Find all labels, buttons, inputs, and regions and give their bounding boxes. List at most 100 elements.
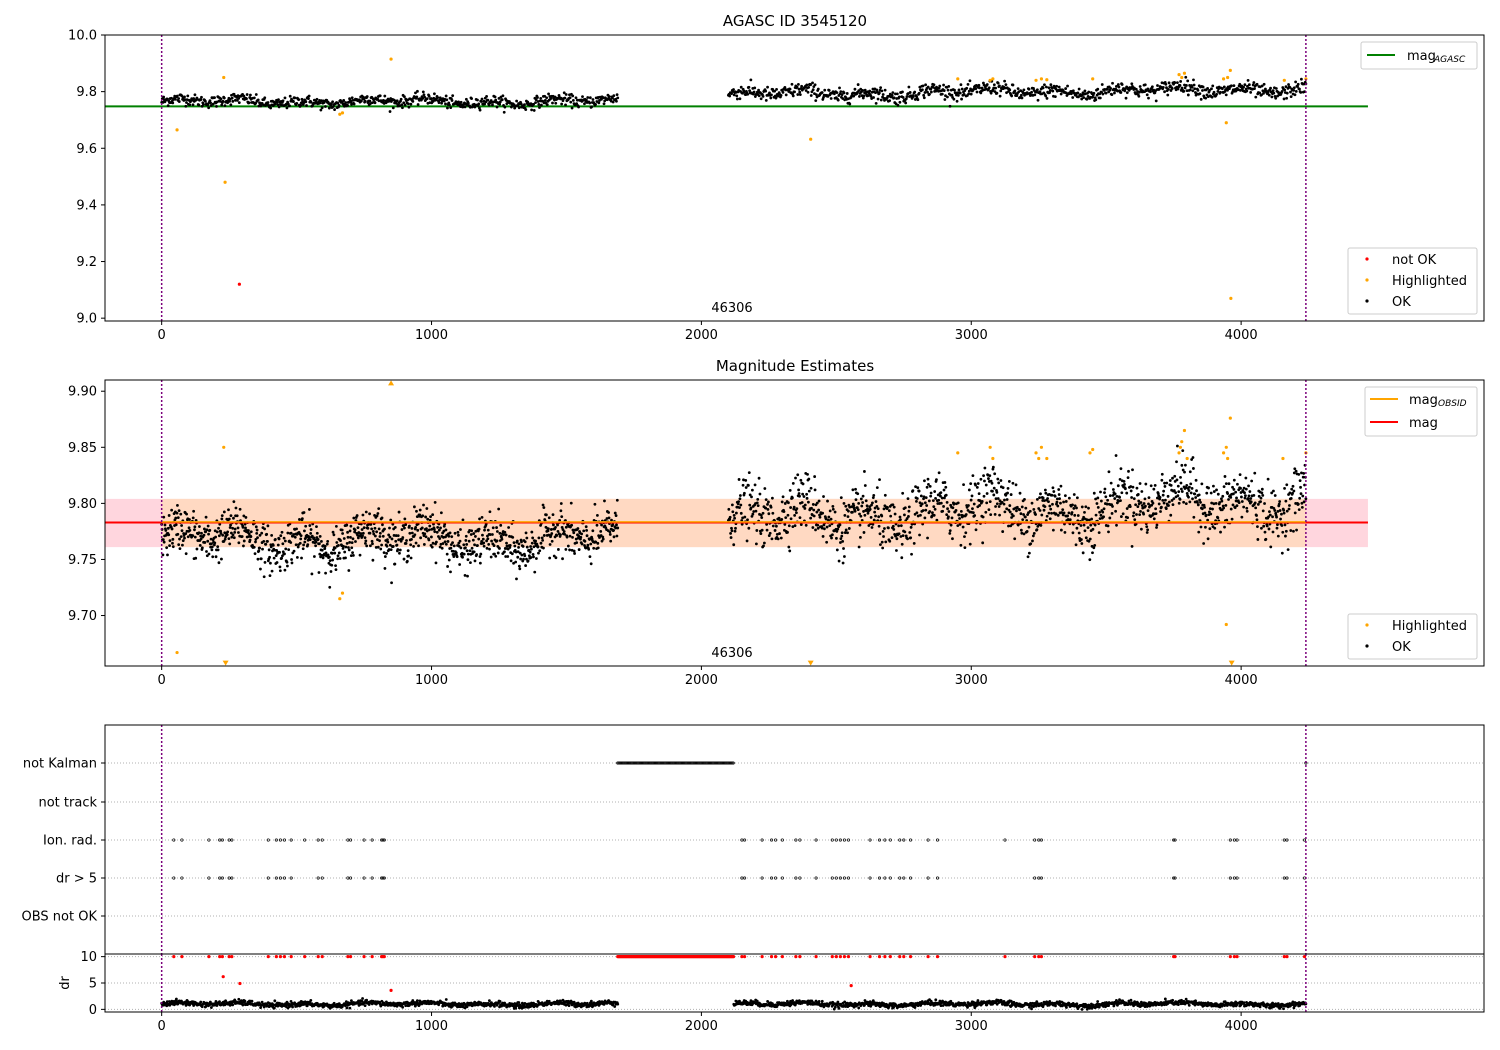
ok-point bbox=[441, 542, 445, 545]
ok-point bbox=[1134, 503, 1138, 507]
ok-point bbox=[1272, 489, 1275, 493]
ok-point bbox=[933, 507, 937, 511]
ok-point bbox=[1098, 517, 1102, 521]
ok-point bbox=[1192, 515, 1196, 519]
ok-point bbox=[223, 537, 227, 541]
agasc-frame bbox=[104, 34, 1485, 322]
ok-point bbox=[946, 507, 949, 511]
ok-point bbox=[1211, 507, 1214, 511]
ok-point bbox=[168, 544, 171, 548]
ok-point bbox=[418, 508, 422, 512]
ok-point bbox=[755, 529, 759, 532]
ok-point bbox=[946, 95, 949, 99]
ok-point bbox=[1056, 504, 1060, 508]
ok-point bbox=[994, 86, 998, 90]
ok-point bbox=[1198, 92, 1202, 96]
ok-point bbox=[954, 509, 958, 512]
ok-point bbox=[193, 93, 197, 97]
ok-point bbox=[796, 93, 800, 96]
ok-point bbox=[1255, 514, 1258, 517]
ok-point bbox=[797, 82, 800, 86]
ok-point bbox=[886, 506, 889, 509]
ok-point bbox=[270, 534, 274, 537]
ok-point bbox=[436, 526, 440, 529]
ok-point bbox=[1256, 503, 1260, 506]
ok-point bbox=[998, 94, 1002, 98]
ok-point bbox=[929, 491, 933, 495]
ok-point bbox=[302, 543, 305, 547]
ok-point bbox=[502, 110, 506, 114]
ok-point bbox=[759, 97, 763, 101]
ok-point bbox=[474, 529, 478, 533]
ok-point bbox=[869, 94, 873, 98]
ok-point bbox=[514, 560, 518, 564]
ok-point bbox=[461, 555, 464, 559]
ok-point bbox=[348, 1006, 352, 1010]
ok-point bbox=[923, 516, 927, 520]
ok-point bbox=[994, 497, 998, 501]
ok-point bbox=[1101, 92, 1105, 96]
ok-point bbox=[1223, 475, 1227, 478]
ok-point bbox=[396, 534, 400, 538]
ok-point bbox=[531, 536, 535, 540]
ok-point bbox=[489, 555, 493, 559]
ok-point bbox=[1115, 523, 1118, 527]
ok-point bbox=[956, 501, 960, 505]
ok-point bbox=[1237, 501, 1241, 504]
ok-point bbox=[944, 493, 948, 497]
ok-point bbox=[428, 518, 432, 522]
x-tick-label: 3000 bbox=[955, 673, 988, 688]
ok-point bbox=[288, 94, 292, 98]
ok-point bbox=[845, 92, 849, 95]
ok-point bbox=[1147, 96, 1150, 100]
ok-point bbox=[881, 93, 885, 96]
ok-point bbox=[730, 529, 734, 533]
ok-point bbox=[894, 102, 898, 106]
ok-point bbox=[331, 558, 335, 562]
highlighted-point bbox=[1224, 622, 1228, 627]
ok-point bbox=[908, 91, 912, 94]
ok-point bbox=[989, 91, 993, 95]
estimates-panel: Magnitude Estimates 46306 0 1000 2000 3000 4… bbox=[68, 357, 1485, 688]
ok-point bbox=[191, 534, 195, 538]
ok-point bbox=[171, 101, 175, 105]
ok-point bbox=[471, 538, 475, 542]
ok-point bbox=[420, 526, 424, 530]
ok-point bbox=[1243, 491, 1246, 495]
ok-point bbox=[762, 544, 765, 548]
ok-point bbox=[564, 548, 568, 551]
ok-point bbox=[495, 539, 499, 543]
ok-point bbox=[1285, 91, 1289, 95]
ok-point bbox=[209, 104, 213, 107]
ok-point bbox=[729, 531, 733, 535]
ok-point bbox=[286, 564, 289, 568]
ok-point bbox=[481, 533, 484, 537]
ok-point bbox=[342, 99, 346, 102]
ok-point bbox=[1145, 525, 1149, 529]
ok-point bbox=[260, 531, 264, 535]
ok-point bbox=[1048, 517, 1052, 521]
ok-point bbox=[1229, 84, 1233, 88]
ok-point bbox=[1139, 510, 1142, 513]
ok-point bbox=[346, 535, 350, 539]
ok-point bbox=[895, 92, 899, 96]
ok-point bbox=[1093, 544, 1097, 547]
flag-point bbox=[780, 876, 784, 880]
ok-point bbox=[1073, 504, 1077, 508]
ok-point bbox=[1024, 506, 1028, 510]
ok-point bbox=[992, 486, 996, 490]
ok-point bbox=[767, 534, 771, 537]
ok-point bbox=[1208, 507, 1212, 510]
ok-point bbox=[403, 103, 407, 107]
ok-point bbox=[200, 546, 204, 550]
ok-point bbox=[1196, 503, 1200, 507]
ok-point bbox=[534, 98, 538, 102]
agasc-legend-highlighted: Highlighted bbox=[1392, 274, 1467, 289]
ok-point bbox=[1212, 484, 1215, 488]
ok-point bbox=[563, 532, 567, 536]
ok-point bbox=[926, 536, 929, 540]
ok-point bbox=[1208, 527, 1212, 531]
ok-point bbox=[993, 512, 997, 516]
ok-point bbox=[162, 540, 166, 544]
